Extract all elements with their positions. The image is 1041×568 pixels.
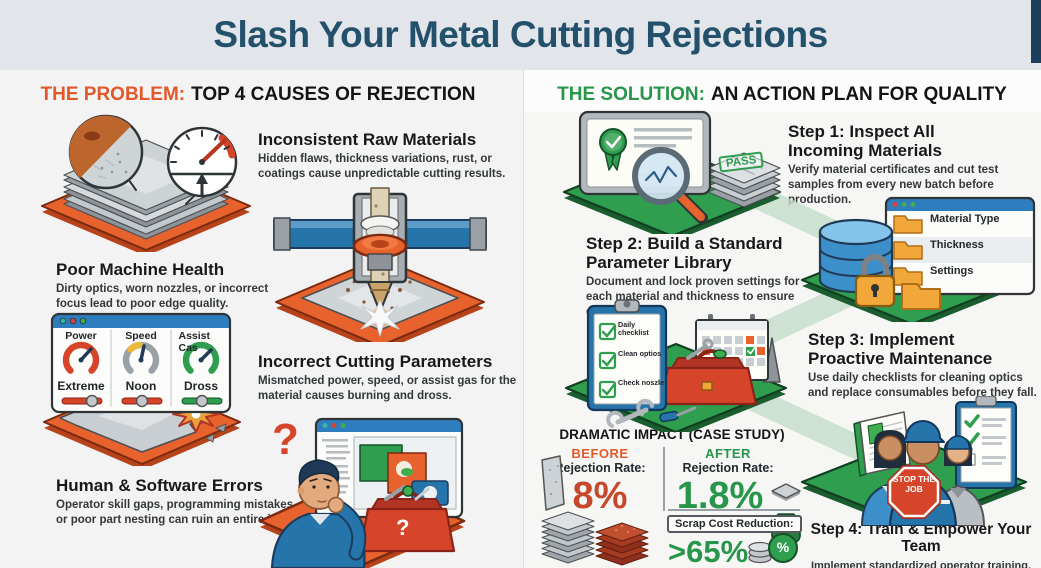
column-divider (523, 70, 524, 568)
cause-title: Inconsistent Raw Materials (258, 130, 477, 149)
step-4-text: Step 4: Train & Empower Your Team Implem… (805, 521, 1037, 568)
solution-header: THE SOLUTION: AN ACTION PLAN FOR QUALITY (523, 84, 1041, 106)
stop-sign-text: STOP THE JOB (892, 474, 936, 494)
cause-desc: Hidden flaws, thickness variations, rust… (258, 153, 506, 180)
step-title: Step 4: Train & Empower Your Team (810, 521, 1032, 556)
certificate-scene-icon (562, 110, 782, 234)
cause-desc: Operator skill gaps, programming mistake… (56, 499, 297, 526)
red-sheet-stack-icon (595, 522, 649, 566)
dial-label-assist-gas: Assist Cas (178, 330, 211, 354)
team-illustration: STOP THE JOB (798, 396, 1040, 526)
database-scene-icon (800, 196, 1036, 322)
scrap-label: Scrap Cost Reduction: (667, 515, 802, 533)
folder-icon (893, 215, 923, 286)
before-value: 8% (572, 475, 628, 517)
before-after-divider (663, 447, 665, 511)
spark-icon (360, 299, 400, 337)
wrench-icon (606, 398, 654, 428)
slider-label-noon: Noon (125, 379, 157, 393)
toolbox-question-mark-icon: ? (396, 515, 410, 540)
cause-raw-materials: Inconsistent Raw Materials Hidden flaws,… (258, 130, 518, 181)
before-scrap-stacks (536, 452, 654, 566)
cause-cutting-parameters: Incorrect Cutting Parameters Mismatched … (258, 352, 523, 403)
maintenance-illustration: Daily checklist Clean optios Check noszl… (560, 298, 802, 432)
cause-title: Human & Software Errors (56, 476, 263, 495)
team-scene-icon (800, 396, 1028, 526)
solution-heading: AN ACTION PLAN FOR QUALITY (710, 84, 1007, 105)
gray-sheet-stack-icon (541, 511, 595, 564)
problem-label: THE PROBLEM: (40, 84, 186, 105)
question-mark-icon: ? (272, 415, 299, 464)
step-desc: Implement standardized operator training… (810, 559, 1032, 568)
step-title: Step 3: Implement Proactive Maintenance (808, 330, 993, 369)
checklist-item-daily: Daily checklist (618, 320, 649, 337)
step-title: Step 1: Inspect All Incoming Materials (788, 122, 942, 161)
control-panel-icon (43, 312, 241, 466)
after-scrap-divider (668, 509, 800, 511)
human-error-illustration: ? ? (256, 413, 468, 568)
magnifier-icon (632, 147, 708, 224)
operator-scene-icon (258, 417, 466, 568)
after-label: AFTER (705, 446, 751, 461)
cause-human-errors: Human & Software Errors Operator skill g… (56, 476, 301, 527)
cause-machine-health: Poor Machine Health Dirty optics, worn n… (56, 260, 291, 311)
cutting-head-illustration (268, 186, 492, 342)
dial-label-power: Power (65, 330, 97, 342)
sheet-diamond-icon (771, 483, 801, 501)
slider-label-extreme: Extreme (57, 379, 105, 393)
after-value: 1.8% (676, 475, 764, 517)
maintenance-scene-icon (564, 299, 788, 432)
inspect-materials-illustration: PASS (558, 104, 786, 234)
folder-label-settings: Settings (930, 265, 974, 277)
scrap-value: >65% (668, 534, 749, 568)
laser-nozzle-icon (273, 187, 487, 342)
corner-strip (1031, 0, 1041, 63)
checklist-item-nozzle: Check noszle (618, 378, 664, 387)
screwdriver-icon (659, 406, 697, 423)
lock-icon (854, 254, 896, 308)
step-desc: Verify material certificates and cut tes… (788, 164, 999, 206)
before-metric: Rejection Rate: (554, 461, 646, 475)
step-1-text: Step 1: Inspect All Incoming Materials V… (788, 122, 1033, 207)
machine-health-illustration: Power Speed Assist Cas Extreme Noon Dros… (38, 310, 246, 466)
thinking-person-icon (270, 459, 367, 568)
after-metric: Rejection Rate: (682, 461, 774, 475)
solution-header-band (523, 70, 1041, 112)
scrap-sheets-icon (541, 455, 649, 566)
percent-badge-icon: % (768, 533, 798, 563)
coins-icon (748, 541, 772, 564)
toolbox-icon (658, 338, 758, 406)
raw-materials-illustration (32, 110, 260, 252)
cause-desc: Dirty optics, worn nozzles, or incorrect… (56, 283, 269, 310)
step-title: Step 2: Build a Standard Parameter Libra… (586, 234, 783, 273)
gauge-icon (166, 126, 238, 198)
step-desc: Use daily checklists for cleaning optics… (808, 372, 1037, 399)
page-title: Slash Your Metal Cutting Rejections (213, 14, 828, 55)
parameter-library-illustration: Material Type Thickness Settings (798, 194, 1038, 322)
problem-header: THE PROBLEM: TOP 4 CAUSES OF REJECTION (0, 84, 516, 106)
before-label: BEFORE (571, 446, 629, 461)
folder-label-material-type: Material Type (930, 213, 1000, 225)
cause-title: Poor Machine Health (56, 260, 225, 279)
rust-magnifier-icon (68, 114, 144, 190)
folder-label-thickness: Thickness (930, 239, 984, 251)
cause-desc: Mismatched power, speed, or assist gas f… (258, 375, 517, 402)
slider-label-dross: Dross (183, 379, 219, 393)
problem-heading: TOP 4 CAUSES OF REJECTION (191, 84, 476, 105)
metal-stack-icon (41, 114, 251, 252)
checklist-item-optics: Clean optios (618, 349, 662, 358)
stop-the-job-sign-icon (887, 465, 941, 519)
toolbox-icon (358, 485, 456, 553)
scrap-label-box: Scrap Cost Reduction: (667, 514, 802, 533)
title-band (0, 0, 1041, 70)
case-study-title: DRAMATIC IMPACT (CASE STUDY) (559, 427, 785, 442)
cause-title: Incorrect Cutting Parameters (258, 352, 493, 371)
solution-label: THE SOLUTION: (557, 84, 705, 105)
clipboard-icon (586, 299, 668, 412)
dial-label-speed: Speed (125, 330, 157, 342)
step-3-text: Step 3: Implement Proactive Maintenance … (808, 330, 1038, 401)
front-folder-icon (901, 283, 941, 310)
